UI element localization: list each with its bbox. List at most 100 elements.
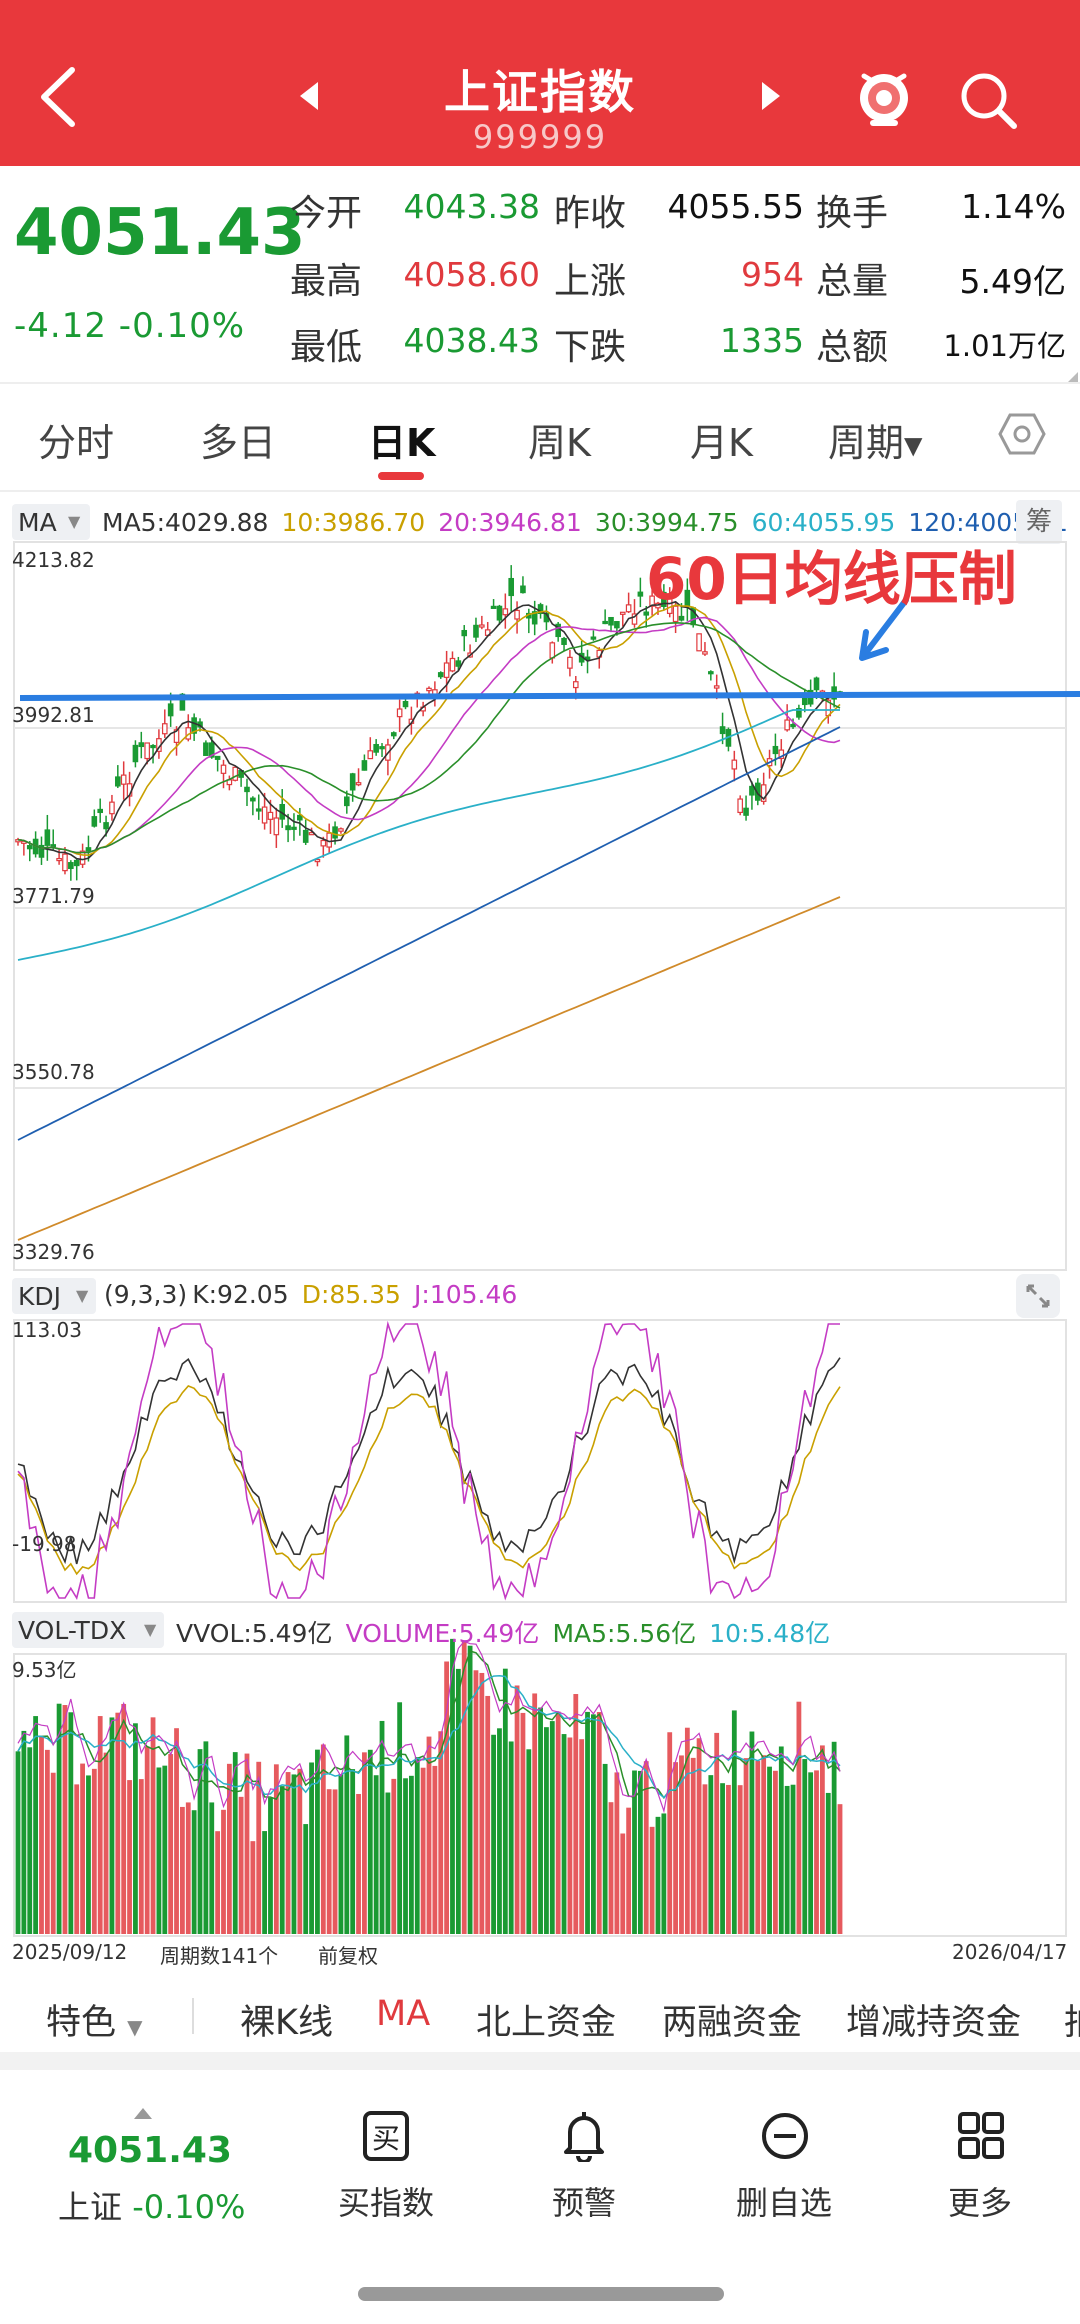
candle-body	[232, 766, 239, 781]
candle-body	[672, 605, 679, 623]
alert-button[interactable]: 预警	[504, 2110, 664, 2222]
candle-body	[144, 742, 150, 760]
candle-body	[267, 811, 274, 820]
candle-body	[62, 853, 68, 872]
tab-period-label: 周期	[828, 421, 905, 465]
adjust-mode: 前复权	[318, 1944, 378, 1968]
volume-bar	[262, 1831, 267, 1934]
volume-bar	[168, 1754, 174, 1934]
volume-bar	[97, 1716, 103, 1934]
candle-body	[355, 782, 362, 786]
annotation-text: 60日均线压制	[646, 545, 1017, 613]
volume-bar	[679, 1755, 684, 1934]
candle-body	[508, 577, 515, 597]
settings-hexagon-icon[interactable]	[998, 410, 1046, 458]
volume-bar	[397, 1702, 403, 1934]
subtab-feature[interactable]: 特色 ▼	[46, 1994, 143, 2045]
decliners-label: 下跌	[554, 327, 627, 368]
volume-bar	[702, 1784, 708, 1934]
volume-bar	[602, 1763, 608, 1934]
candle-body	[614, 621, 620, 629]
subtab-northbound[interactable]: 北上资金	[476, 2003, 617, 2043]
volume-bar	[103, 1752, 109, 1934]
volume-bar	[808, 1772, 814, 1934]
volume-bar	[549, 1721, 555, 1934]
kdj-selector[interactable]: KDJ ▼	[12, 1278, 96, 1314]
tab-weekly-k[interactable]: 周K	[528, 421, 591, 465]
subtab-margin[interactable]: 两融资金	[662, 2003, 803, 2043]
tab-period[interactable]: 周期▼	[828, 412, 922, 467]
volume-bar	[837, 1804, 843, 1934]
bottom-price[interactable]: 4051.43	[68, 2130, 232, 2171]
candle-body	[68, 862, 74, 870]
buy-index-button[interactable]: 买 买指数	[306, 2110, 466, 2222]
volume-bar	[256, 1761, 262, 1934]
vol-selector[interactable]: VOL-TDX ▼	[12, 1612, 164, 1648]
candle-body	[367, 750, 374, 760]
candle-body	[255, 808, 262, 812]
tab-monthly-k[interactable]: 月K	[690, 421, 753, 465]
more-button[interactable]: 更多	[900, 2110, 1060, 2222]
volume-bar	[273, 1764, 279, 1934]
volume-bar	[450, 1638, 455, 1934]
volume-bar	[561, 1734, 567, 1934]
prev-close-label: 昨收	[554, 193, 627, 234]
search-icon[interactable]	[956, 68, 1020, 132]
divider	[192, 1998, 194, 2034]
volume-bar	[426, 1736, 432, 1934]
mascot-icon[interactable]	[852, 64, 916, 128]
volume-bar	[544, 1727, 549, 1934]
ma30-value: 30:3994.75	[594, 508, 739, 537]
subtab-more[interactable]: 拍	[1064, 1994, 1080, 2045]
candle-body	[520, 585, 526, 594]
volume-bar	[309, 1762, 314, 1934]
ma20-value: 20:3946.81	[438, 508, 582, 537]
candle-body	[443, 662, 450, 678]
tab-daily-k[interactable]: 日K	[368, 421, 436, 465]
candle-body	[473, 624, 479, 638]
volume-bar	[203, 1741, 209, 1934]
ma10-value: 10:3986.70	[281, 508, 426, 537]
remove-watchlist-button[interactable]: 删自选	[704, 2110, 864, 2222]
kline-chart[interactable]	[0, 540, 1080, 1940]
volume-bar	[579, 1739, 585, 1934]
candle-body	[637, 591, 644, 597]
candle-body	[161, 723, 168, 735]
tab-intraday[interactable]: 分时	[38, 421, 115, 465]
volume-bar	[608, 1802, 614, 1934]
volume-bar	[350, 1769, 356, 1934]
volume-bar	[414, 1757, 420, 1934]
candle-body	[332, 826, 338, 839]
candle-body	[784, 719, 790, 731]
volume-bar	[344, 1735, 350, 1934]
turnover-label: 换手	[816, 193, 889, 234]
ma-selector[interactable]: MA ▼	[12, 504, 90, 540]
subtab-bare-k[interactable]: 裸K线	[240, 2003, 333, 2043]
candle-body	[214, 755, 221, 760]
back-arrow-icon[interactable]	[34, 62, 82, 132]
ma5-value: MA5:4029.88	[102, 508, 269, 537]
volume-bar	[285, 1772, 291, 1934]
volume-bar	[91, 1768, 97, 1934]
candle-body	[537, 604, 544, 615]
price-axis-label: 3329.76	[12, 1240, 95, 1264]
volume-bar	[649, 1826, 655, 1934]
candle-body	[702, 651, 708, 655]
volume-bar	[555, 1711, 561, 1934]
tab-multiday[interactable]: 多日	[200, 421, 277, 465]
next-stock-arrow-icon[interactable]	[762, 82, 780, 110]
bottom-index-info[interactable]: 上证 -0.10%	[58, 2182, 245, 2228]
candle-body	[361, 760, 368, 771]
chip-distribution-button[interactable]: 筹	[1016, 500, 1062, 544]
candle-body	[696, 633, 702, 652]
volume-bar	[320, 1744, 326, 1934]
subtab-ma[interactable]: MA	[376, 1994, 431, 2034]
candle-body	[97, 808, 104, 814]
expand-icon[interactable]	[1014, 1272, 1062, 1320]
prev-stock-arrow-icon[interactable]	[300, 82, 318, 110]
volume-bar	[44, 1749, 50, 1934]
candle-body	[666, 596, 673, 614]
volume-bar	[673, 1762, 678, 1934]
volume-bar	[814, 1770, 819, 1934]
subtab-holdings-change[interactable]: 增减持资金	[846, 2003, 1022, 2043]
